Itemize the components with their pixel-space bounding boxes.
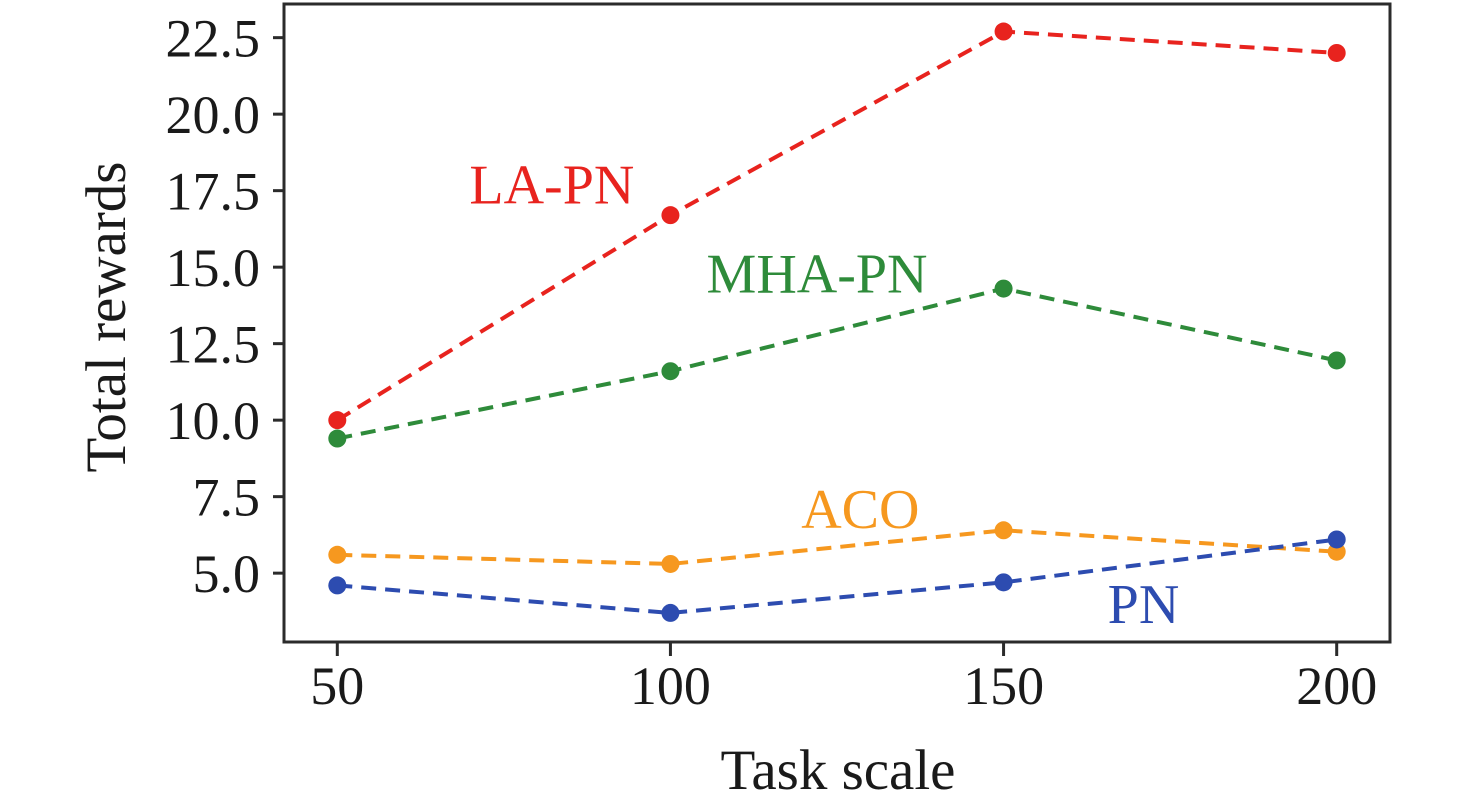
series-line-PN [337,537,1337,615]
x-tick-label: 150 [963,656,1044,716]
y-tick-label: 20.0 [166,85,261,145]
data-point-ACO-50 [328,545,347,564]
data-point-LA-PN-100 [661,206,680,225]
data-point-PN-150 [994,573,1013,592]
data-point-MHA-PN-100 [661,362,680,381]
series-label-MHA-PN: MHA-PN [707,243,928,305]
y-axis-title: Total rewards [75,162,138,473]
data-point-LA-PN-150 [994,22,1013,41]
data-point-ACO-100 [661,554,680,573]
x-axis-title: Task scale [721,739,956,802]
data-point-PN-50 [328,576,347,595]
series-label-ACO: ACO [801,479,919,541]
data-point-MHA-PN-50 [328,429,347,448]
y-tick-label: 22.5 [166,9,261,69]
plot-border [282,2,1392,644]
data-point-MHA-PN-150 [994,279,1013,298]
data-point-PN-100 [661,603,680,622]
y-tick-label: 7.5 [193,468,261,528]
y-tick-label: 12.5 [166,315,261,375]
y-tick-label: 10.0 [166,391,261,451]
y-tick-label: 17.5 [166,162,261,222]
data-point-ACO-150 [994,521,1013,540]
y-tick-label: 5.0 [193,544,261,604]
series-label-LA-PN: LA-PN [469,155,634,217]
data-point-PN-200 [1327,530,1346,549]
data-point-MHA-PN-200 [1327,351,1346,370]
data-point-LA-PN-200 [1327,43,1346,62]
series-line-LA-PN [336,29,1337,422]
data-point-LA-PN-50 [328,411,347,430]
x-tick-label: 200 [1296,656,1377,716]
series-line-MHA-PN [336,286,1338,441]
plot-area: 5.0 7.5 10.0 12.5 15.0 17.5 20.0 22.5 50 100 150 20… [166,2,1392,716]
y-tick-label: 15.0 [166,238,261,298]
series-label-PN: PN [1108,574,1180,636]
x-tick-label: 100 [630,656,711,716]
x-tick-label: 50 [310,656,364,716]
